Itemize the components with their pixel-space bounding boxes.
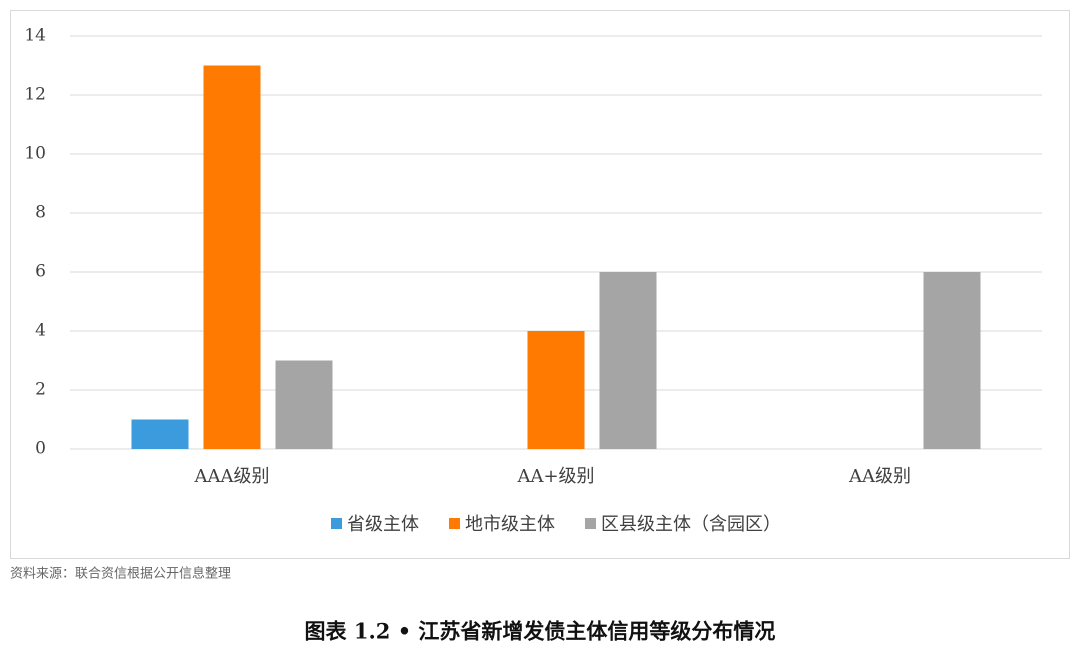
y-tick-label: 6 (35, 262, 46, 282)
y-tick-label: 4 (35, 321, 46, 341)
legend-label: 省级主体 (347, 514, 419, 535)
bar (599, 272, 657, 449)
bar (275, 360, 333, 449)
legend-label: 区县级主体（含园区） (601, 514, 781, 535)
x-tick-label: AA级别 (848, 466, 911, 487)
figure-caption: 图表 1.2 • 江苏省新增发债主体信用等级分布情况 (305, 619, 776, 644)
legend-swatch (585, 518, 596, 529)
bar (203, 65, 261, 449)
y-tick-label: 0 (35, 439, 46, 459)
x-tick-label: AA+级别 (516, 466, 594, 487)
y-tick-label: 8 (35, 203, 46, 223)
source-note: 资料来源：联合资信根据公开信息整理 (10, 566, 231, 582)
x-tick-label: AAA级别 (194, 466, 270, 487)
chart-frame (10, 10, 1070, 559)
bar (527, 331, 585, 449)
bar (131, 419, 189, 449)
y-tick-label: 14 (24, 26, 46, 46)
bar (923, 272, 981, 449)
y-tick-label: 2 (35, 380, 46, 400)
legend-swatch (449, 518, 460, 529)
legend-label: 地市级主体 (465, 514, 555, 535)
y-tick-label: 10 (24, 144, 46, 164)
legend-swatch (331, 518, 342, 529)
y-tick-label: 12 (24, 85, 46, 105)
